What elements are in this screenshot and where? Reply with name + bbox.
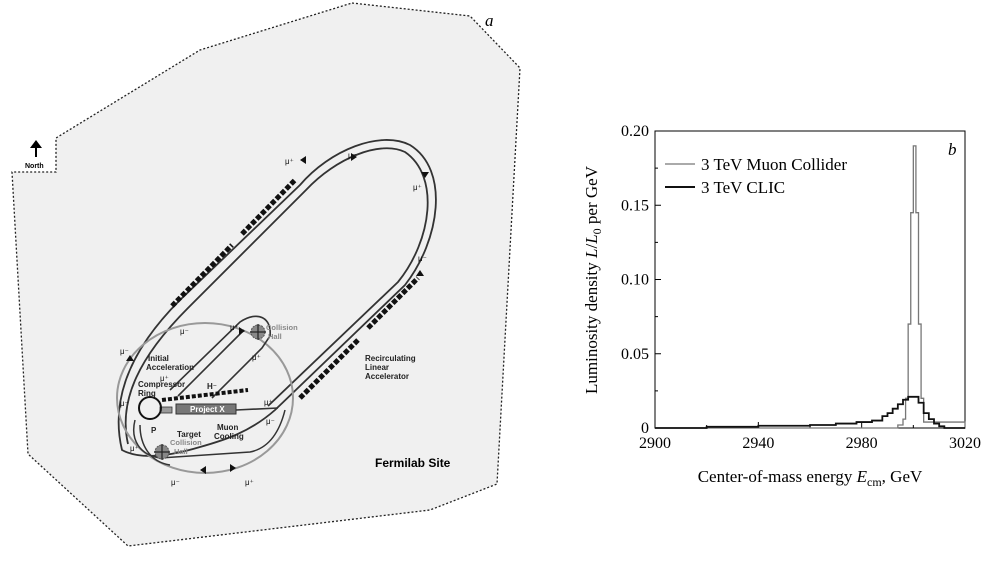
collision-hall-top-label-1: Collision xyxy=(266,323,298,332)
x-axis-title: Center-of-mass energy Ecm, GeV xyxy=(698,467,923,489)
linac-segments xyxy=(170,178,420,400)
beam-direction-arrow-icons xyxy=(126,153,429,474)
collision-hall-bottom-icon xyxy=(154,444,170,460)
h-minus-beamline xyxy=(161,388,249,402)
legend-label-clic: 3 TeV CLIC xyxy=(701,178,785,197)
x-axis-ticks: 2900 2940 2980 3020 xyxy=(639,422,981,452)
recirculating-label-1: Recirculating xyxy=(365,354,416,363)
mu-plus-label: μ⁺ xyxy=(230,323,239,332)
y-axis-ticks: 0 0.05 0.10 0.15 0.20 xyxy=(621,123,661,437)
collision-hall-top-icon xyxy=(250,324,266,340)
north-arrow-icon xyxy=(30,140,42,157)
mu-plus-label: μ⁺ xyxy=(413,183,422,192)
recirculating-linac-racetrack xyxy=(117,139,437,457)
project-x-label: Project X xyxy=(190,405,225,414)
legend-label-muon-collider: 3 TeV Muon Collider xyxy=(701,155,847,174)
panel-a-letter: a xyxy=(485,11,494,30)
mu-plus-label: μ⁺ xyxy=(160,374,169,383)
muon-cooling-label-2: Cooling xyxy=(214,432,244,441)
series-line-muon-collider xyxy=(655,145,966,429)
project-x-block xyxy=(175,403,237,415)
mu-minus-label: μ⁻ xyxy=(120,399,129,408)
panel-a: a North Fermilab Site xyxy=(11,2,521,547)
y-tick-label: 0 xyxy=(641,420,649,437)
x-tick-label: 2900 xyxy=(639,435,671,452)
collision-hall-top-label-2: Hall xyxy=(268,332,282,341)
plot-series xyxy=(655,145,966,429)
compressor-ring-label-1: Compressor xyxy=(138,380,185,389)
collision-hall-bottom-label-2: Hall xyxy=(174,447,188,456)
y-tick-label: 0.15 xyxy=(621,197,649,214)
panel-b: b 2900 2940 2980 3020 0 0.05 0.10 0.15 0.20 3 T… xyxy=(582,123,981,489)
y-tick-label: 0.05 xyxy=(621,346,649,363)
x-tick-label: 3020 xyxy=(949,435,981,452)
mu-minus-label: μ⁻ xyxy=(180,327,189,336)
mu-minus-label: μ⁻ xyxy=(266,417,275,426)
y-tick-label: 0.20 xyxy=(621,123,649,140)
p-label: P xyxy=(151,426,157,435)
collision-hall-bottom-label-1: Collision xyxy=(170,438,202,447)
x-tick-label: 2940 xyxy=(742,435,774,452)
initial-acceleration-linac xyxy=(169,315,271,399)
target-label: Target xyxy=(177,430,201,439)
series-line-clic xyxy=(655,395,965,429)
mu-minus-label: μ⁻ xyxy=(171,478,180,487)
muon-cooling-label-1: Muon xyxy=(217,423,238,432)
x-tick-label: 2980 xyxy=(846,435,878,452)
initial-acceleration-label-1: Initial xyxy=(148,354,169,363)
legend: 3 TeV Muon Collider 3 TeV CLIC xyxy=(665,155,847,197)
compressor-ring-label-2: Ring xyxy=(138,389,156,398)
compressor-ring xyxy=(138,396,162,420)
y-axis-title: Luminosity density L/L0 per GeV xyxy=(582,165,604,394)
transfer-lines xyxy=(133,409,286,466)
mu-minus-label: μ⁻ xyxy=(418,254,427,263)
mu-plus-label: μ⁺ xyxy=(245,478,254,487)
h-minus-label: H⁻ xyxy=(207,382,217,391)
mu-plus-label: μ⁺ xyxy=(252,353,261,362)
mu-minus-label: μ⁻ xyxy=(120,347,129,356)
mu-plus-label: μ⁺ xyxy=(130,444,139,453)
recirculating-label-2: Linear xyxy=(365,363,389,372)
y-tick-label: 0.10 xyxy=(621,272,649,289)
mu-plus-label: μ⁺ xyxy=(264,398,273,407)
panel-b-letter: b xyxy=(948,140,957,159)
initial-acceleration-label-2: Acceleration xyxy=(146,363,194,372)
recirculating-label-3: Accelerator xyxy=(365,372,409,381)
north-label: North xyxy=(25,163,44,170)
muon-cooling-line xyxy=(235,407,279,411)
fermilab-site-label: Fermilab Site xyxy=(375,456,451,470)
mu-plus-label: μ⁺ xyxy=(285,157,294,166)
